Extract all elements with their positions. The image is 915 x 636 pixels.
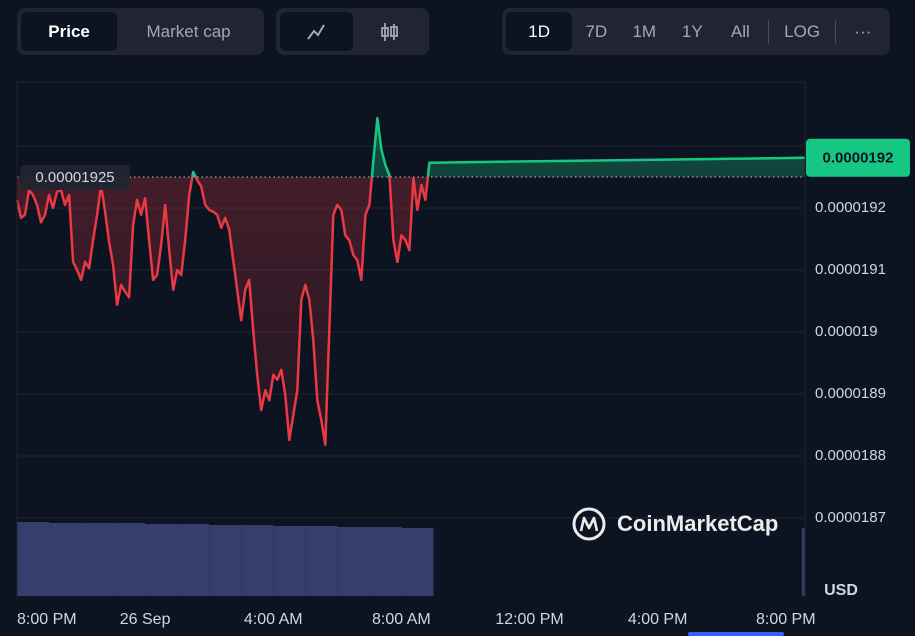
x-tick-label: 4:00 PM bbox=[628, 611, 688, 628]
volume-bar bbox=[17, 522, 50, 596]
baseline-label-box bbox=[20, 165, 130, 190]
range-slider[interactable] bbox=[688, 632, 784, 636]
volume-bar bbox=[801, 528, 805, 596]
line-style-button[interactable] bbox=[280, 12, 353, 51]
tab[interactable]: Price bbox=[21, 12, 118, 51]
y-tick-label: 0.0000187 bbox=[815, 509, 886, 526]
range[interactable]: 1D bbox=[506, 12, 573, 51]
chart-style bbox=[276, 8, 429, 55]
volume-bar bbox=[337, 527, 370, 596]
separator bbox=[834, 19, 836, 44]
range[interactable]: 1M bbox=[632, 21, 657, 41]
y-tick-label: 0.0000188 bbox=[815, 447, 886, 464]
currency-label: USD bbox=[824, 582, 858, 599]
candle-style-button[interactable] bbox=[353, 12, 426, 51]
y-tick-label: 0.0000192 bbox=[815, 199, 886, 216]
volume-bar bbox=[241, 525, 274, 596]
range[interactable]: 7D bbox=[585, 21, 608, 41]
range[interactable]: 1Y bbox=[681, 21, 703, 41]
tab[interactable]: Market cap bbox=[146, 21, 231, 41]
price-tag: 0.0000192 bbox=[823, 150, 894, 167]
volume-bar bbox=[145, 524, 178, 596]
y-tick-label: 0.000019 bbox=[815, 323, 878, 340]
price-tag-box bbox=[806, 138, 910, 177]
volume-bar bbox=[113, 523, 146, 596]
range-tabs: 1D 7D 1M 1Y All LOG ··· bbox=[502, 8, 890, 55]
more-button[interactable]: ··· bbox=[854, 21, 872, 41]
volume-bar bbox=[401, 528, 434, 596]
baseline-label: 0.00001925 bbox=[35, 169, 114, 186]
price-line bbox=[15, 116, 806, 447]
y-tick-label: 0.0000191 bbox=[815, 261, 886, 278]
x-tick-label: 8:00 AM bbox=[372, 611, 431, 628]
volume-bar bbox=[209, 525, 242, 596]
watermark-text: CoinMarketCap bbox=[617, 511, 778, 536]
volume-bar bbox=[49, 523, 82, 596]
x-tick-label: 8:00 PM bbox=[756, 611, 816, 628]
volume-bar bbox=[81, 523, 114, 596]
candle-icon bbox=[380, 22, 398, 41]
log-toggle[interactable]: LOG bbox=[784, 21, 821, 41]
line-icon bbox=[307, 23, 326, 40]
separator bbox=[768, 19, 770, 44]
x-tick-label: 8:00 PM bbox=[17, 611, 77, 628]
metric-tabs: Price Market cap bbox=[17, 8, 264, 55]
volume-bar bbox=[305, 526, 338, 596]
x-tick-label: 12:00 PM bbox=[495, 611, 563, 628]
volume-bar bbox=[273, 526, 306, 596]
range[interactable]: All bbox=[730, 21, 750, 41]
watermark: CoinMarketCap bbox=[572, 507, 778, 541]
x-tick-label: 4:00 AM bbox=[244, 611, 303, 628]
x-tick-label: 26 Sep bbox=[120, 611, 171, 628]
price-area bbox=[17, 118, 805, 445]
y-tick-label: 0.0000189 bbox=[815, 385, 886, 402]
volume-bar bbox=[177, 524, 210, 596]
volume-bar bbox=[369, 527, 402, 596]
